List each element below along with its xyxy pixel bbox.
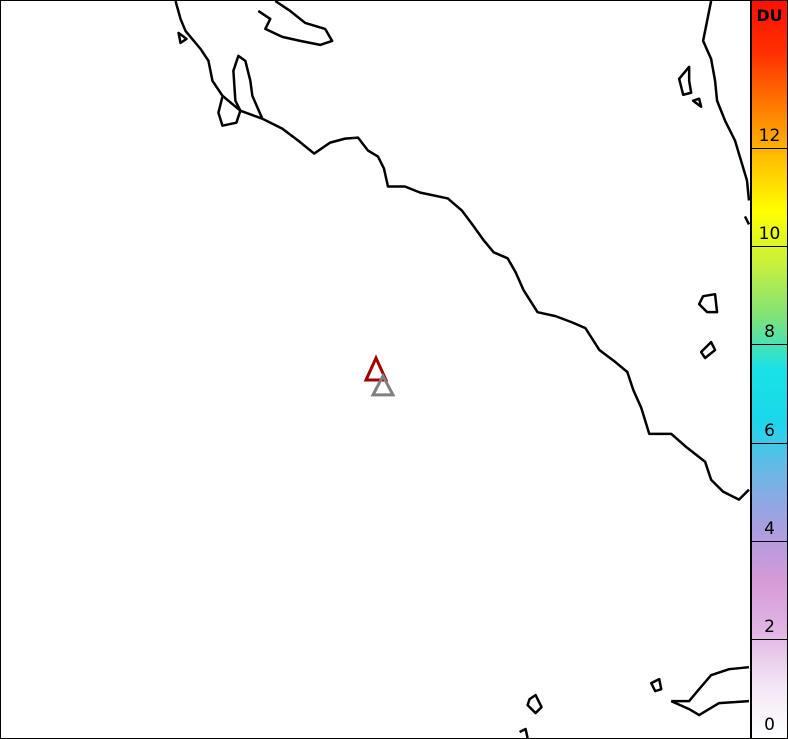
coastline-islands-south bbox=[519, 693, 543, 738]
colorbar-tick bbox=[752, 638, 787, 640]
coastline-main bbox=[174, 1, 750, 501]
volcano-marker-triangle bbox=[370, 372, 396, 397]
coastline-peninsula bbox=[217, 54, 264, 127]
colorbar-tick-label: 8 bbox=[764, 322, 775, 343]
colorbar-tick-label: 12 bbox=[758, 126, 781, 147]
coastline-northeast bbox=[677, 1, 750, 225]
coastlines bbox=[174, 1, 750, 738]
coastline-islands-east bbox=[697, 292, 719, 360]
map-panel bbox=[0, 0, 751, 739]
colorbar-tick-label: 10 bbox=[758, 224, 781, 245]
coastline-islands-north bbox=[177, 1, 334, 47]
colorbar-tick bbox=[752, 246, 787, 248]
coastline-southeast bbox=[650, 665, 750, 717]
colorbar-tick bbox=[752, 442, 787, 444]
volcano-markers bbox=[363, 354, 396, 397]
colorbar-tick-label: 6 bbox=[764, 420, 775, 441]
colorbar-tick-label: 0 bbox=[764, 715, 775, 735]
colorbar-unit-label: DU bbox=[756, 6, 783, 25]
colorbar: DU 0 2 4 6 8 10 12 bbox=[751, 0, 788, 739]
colorbar-tick bbox=[752, 148, 787, 150]
volcano-marker-triangle bbox=[363, 354, 389, 382]
colorbar-tick-label: 4 bbox=[764, 518, 775, 539]
colorbar-tick bbox=[752, 344, 787, 346]
colorbar-tick-label: 2 bbox=[764, 616, 775, 637]
colorbar-tick bbox=[752, 540, 787, 542]
